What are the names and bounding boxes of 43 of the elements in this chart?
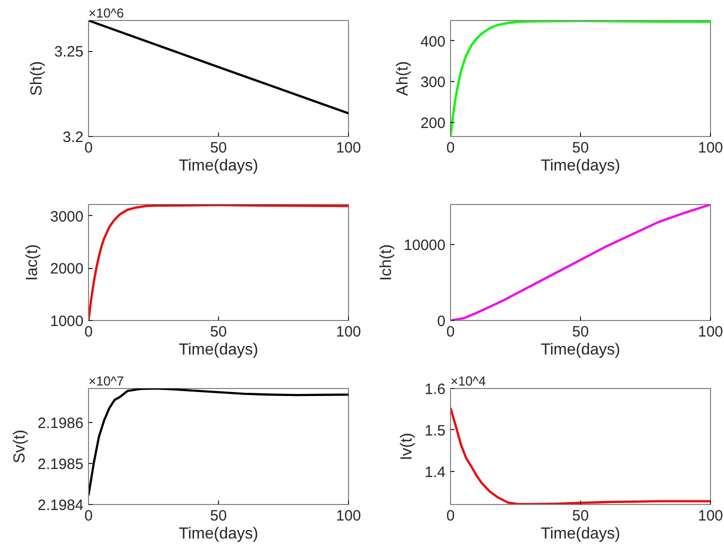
y-tick-label: 3.25 (54, 44, 84, 61)
text: ×10^6 (88, 6, 124, 20)
x-tick-label: 50 (210, 324, 227, 340)
x-tick-label: 100 (698, 508, 724, 524)
x-tick-label: 100 (336, 140, 362, 156)
x-axis-title: Time(days) (540, 158, 620, 174)
x-axis-title: Time(days) (178, 158, 258, 174)
y-tick-label: 200 (420, 114, 446, 132)
y-tick-label: 1000 (50, 313, 84, 330)
x-tick-label: 100 (336, 508, 362, 524)
x-axis-title: Time(days) (540, 526, 620, 542)
x-tick-label: 100 (698, 324, 724, 340)
y-tick-label: 300 (420, 74, 446, 92)
x-tick-label: 50 (572, 508, 589, 524)
y-tick-label: 1.4 (424, 464, 446, 481)
y-tick-label: 400 (420, 33, 446, 50)
x-axis-title: Time(days) (178, 526, 258, 542)
y-axis-title: Iac(t) (24, 244, 42, 281)
x-axis-title: Time(days) (178, 342, 258, 358)
y-tick-label: 0 (437, 313, 446, 330)
x-tick-label: 100 (698, 140, 724, 156)
y-axis-title: Sh(t) (28, 61, 46, 96)
y-tick-label: 2.1986 (38, 415, 84, 432)
annotation: ×10^7 (88, 374, 124, 388)
x-tick-label: 50 (572, 324, 589, 340)
annotation: ×10^4 (450, 374, 486, 388)
y-tick-label: 10000 (404, 237, 446, 254)
y-axis-title: Iv(t) (398, 432, 416, 460)
y-tick-label: 3000 (50, 208, 84, 226)
y-tick-label: 2.1984 (38, 497, 84, 514)
y-tick-label: 1.6 (424, 381, 446, 398)
y-tick-label: 2.1985 (38, 456, 84, 474)
y-axis-title: Ich(t) (378, 244, 395, 281)
y-axis-title: Sv(t) (12, 430, 29, 464)
y-tick-label: 2000 (50, 260, 84, 278)
y-tick-label: 1.5 (424, 422, 446, 440)
y-tick-label: 3.2 (62, 129, 84, 146)
x-tick-label: 50 (210, 140, 227, 156)
x-tick-label: 100 (336, 324, 362, 340)
y-axis-title: Ah(t) (394, 61, 412, 96)
x-axis-title: Time(days) (540, 342, 620, 358)
x-tick-label: 50 (572, 140, 589, 156)
x-tick-label: 50 (210, 508, 227, 524)
